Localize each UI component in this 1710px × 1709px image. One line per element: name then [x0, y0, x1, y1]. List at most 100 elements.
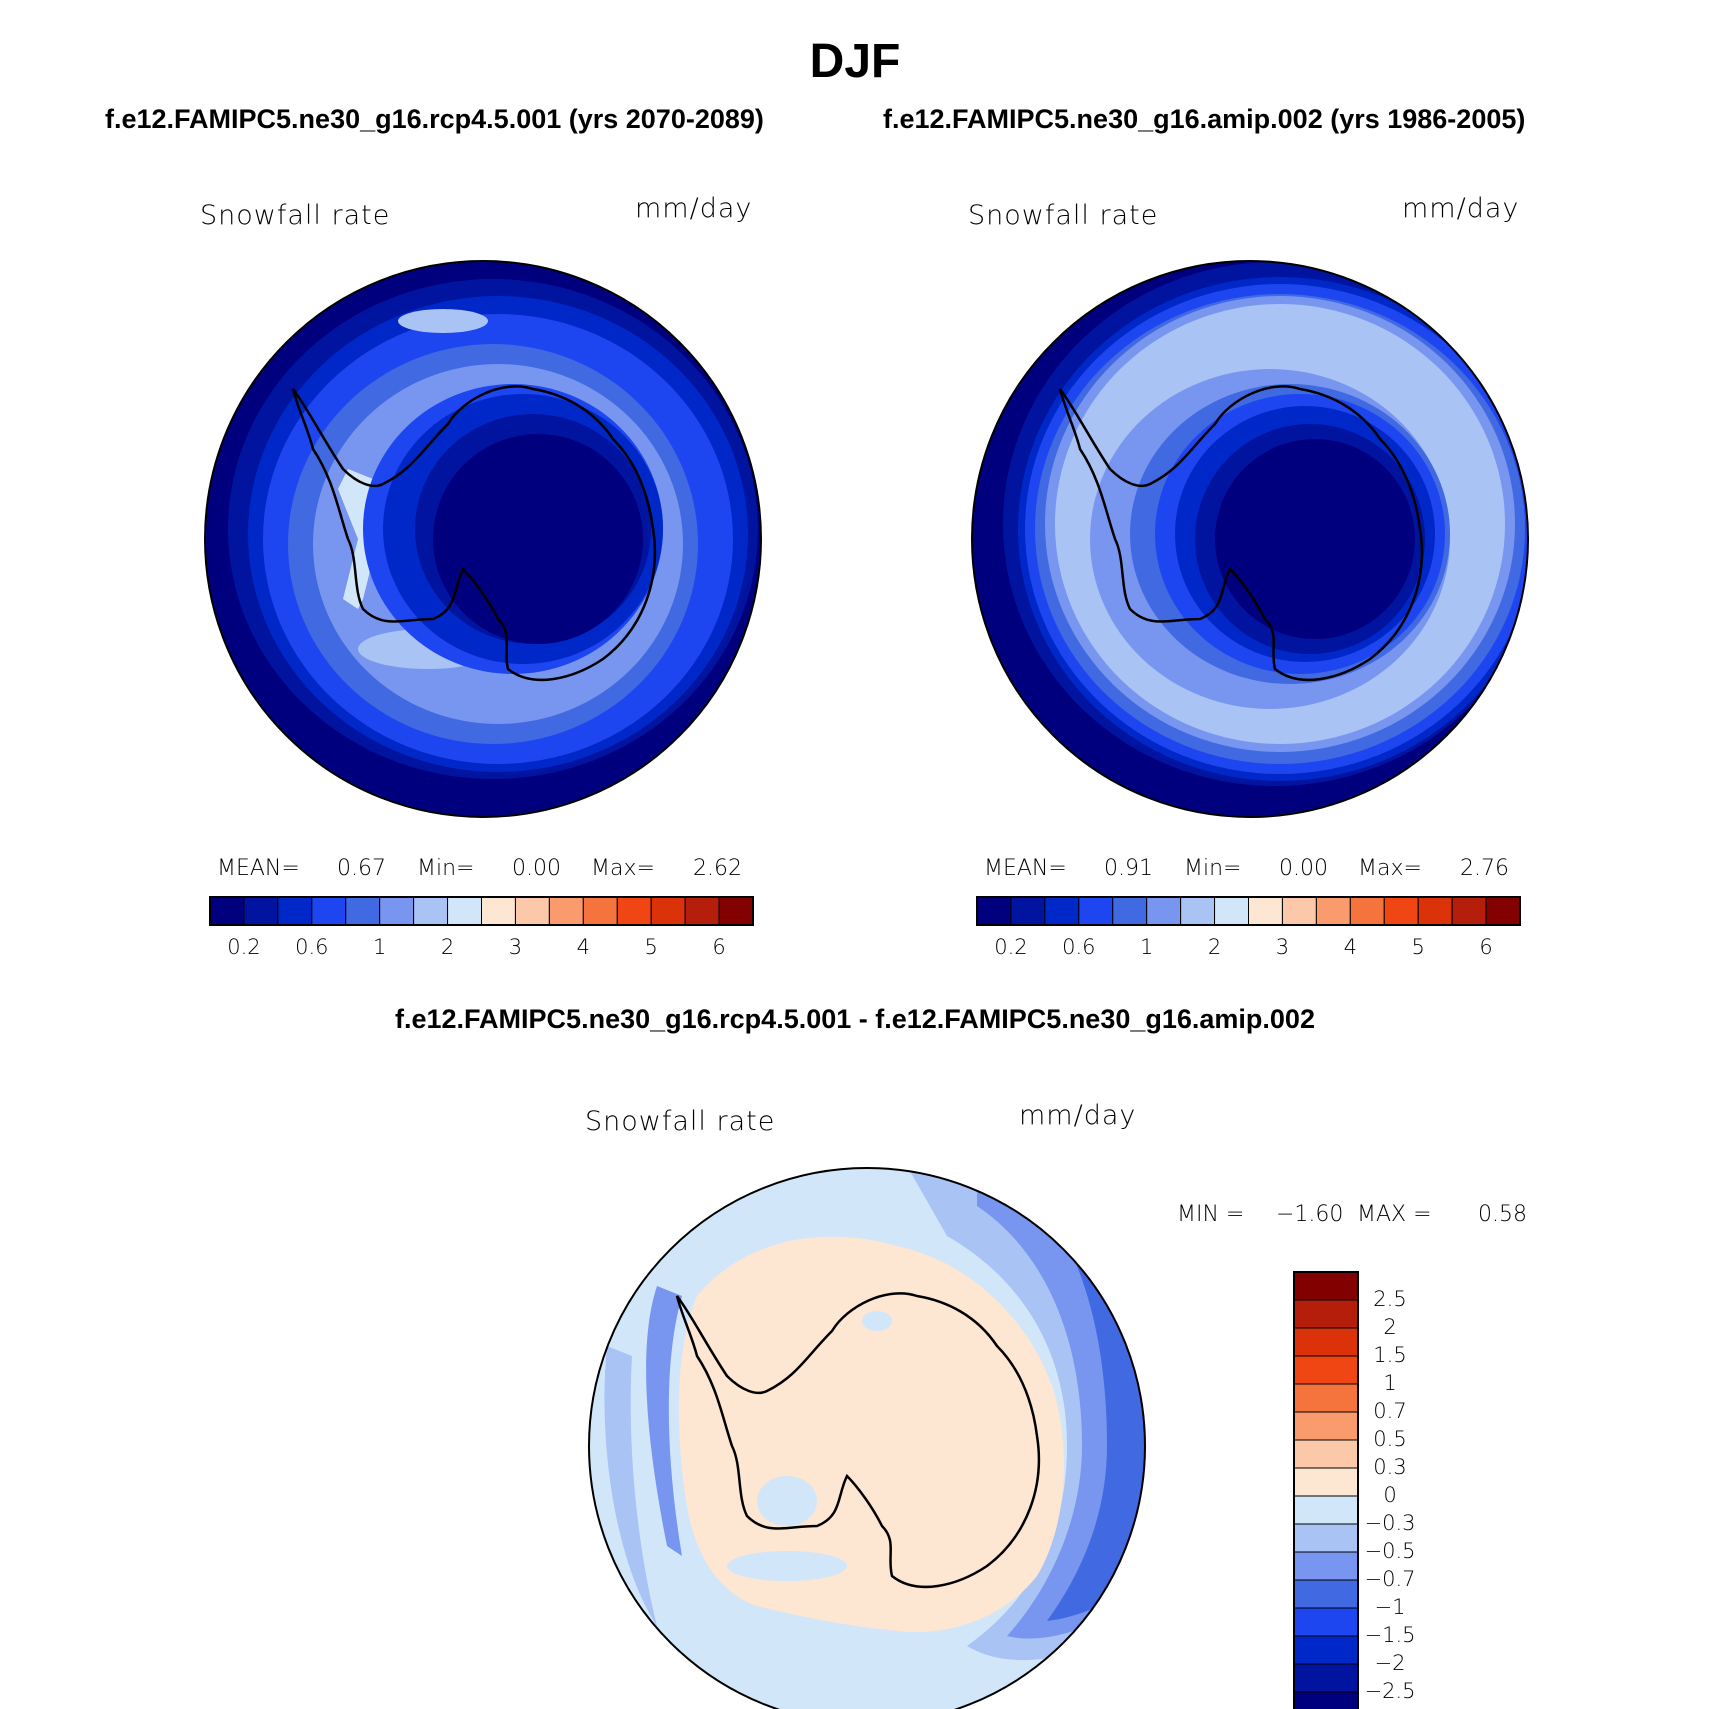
- colorbar-swatch: [1293, 1383, 1359, 1413]
- mean-value-left: 0.67: [337, 856, 386, 881]
- colorbar-swatch: [582, 896, 618, 926]
- colorbar-tick-label: −1: [1374, 1595, 1406, 1619]
- colorbar-swatch: [1349, 896, 1385, 926]
- colorbar-tick-label: 5: [644, 935, 658, 959]
- colorbar-tick-label: 0.3: [1373, 1455, 1407, 1479]
- mean-label-left: MEAN=: [217, 856, 300, 881]
- variable-label-left: Snowfall rate: [200, 200, 391, 231]
- map-fill-core: [1215, 439, 1415, 639]
- map-fill-patch: [862, 1311, 892, 1331]
- colorbar-swatch: [1214, 896, 1249, 926]
- colorbar-tick-label: 2.5: [1373, 1287, 1407, 1311]
- map-fill-patch: [398, 309, 488, 333]
- colorbar-swatch: [413, 896, 449, 926]
- colorbar-swatch: [1180, 896, 1216, 926]
- antarctica-coastline: [291, 385, 657, 682]
- colorbar-swatch: [1293, 1551, 1359, 1581]
- colorbar-tick-label: 2: [1383, 1315, 1397, 1339]
- colorbar-swatch: [1293, 1271, 1359, 1301]
- colorbar-tick-label: −0.7: [1364, 1567, 1416, 1591]
- min-label-right: Min=: [1184, 856, 1242, 881]
- colorbar-border: [976, 896, 1521, 926]
- max-label-left: Max=: [591, 856, 655, 881]
- colorbar-tick-label: −1.5: [1364, 1623, 1416, 1647]
- mean-label-right: MEAN=: [984, 856, 1067, 881]
- colorbar-tick-label: −2: [1374, 1651, 1406, 1675]
- max-label-diff: MAX =: [1357, 1202, 1432, 1227]
- colorbar-tick-label: −0.5: [1364, 1539, 1416, 1563]
- colorbar-tick-label: 0.2: [227, 935, 261, 959]
- difference-title: f.e12.FAMIPC5.ne30_g16.rcp4.5.001 - f.e1…: [395, 1004, 1315, 1034]
- map-fill-core: [433, 434, 643, 644]
- colorbar-swatch: [209, 896, 245, 926]
- units-label-left: mm/day: [635, 193, 753, 224]
- colorbar-swatch: [1417, 896, 1453, 926]
- colorbar-tick-label: 0.5: [1373, 1427, 1407, 1451]
- colorbar-swatch: [1485, 896, 1521, 926]
- max-value-left: 2.62: [693, 856, 742, 881]
- colorbar-tick-label: 0.6: [295, 935, 329, 959]
- colorbar-swatch: [1293, 1355, 1359, 1385]
- colorbar-tick-label: 0: [1383, 1483, 1397, 1507]
- colorbar-tick-label: 1: [373, 935, 387, 959]
- colorbar-swatch: [447, 896, 482, 926]
- map-fill-patch: [727, 1551, 847, 1581]
- units-label-diff: mm/day: [1019, 1100, 1137, 1131]
- map-boundary: [588, 1167, 1146, 1709]
- colorbar-tick-label: 6: [712, 935, 726, 959]
- colorbar-tick-label: 1: [1383, 1371, 1397, 1395]
- polar-map-left: [204, 260, 762, 818]
- colorbar-swatch: [514, 896, 550, 926]
- colorbar-swatch: [481, 896, 516, 926]
- min-label-diff: MIN =: [1177, 1202, 1245, 1227]
- polar-map-diff: [588, 1167, 1146, 1709]
- colorbar-swatch: [616, 896, 652, 926]
- case-title-left: f.e12.FAMIPC5.ne30_g16.rcp4.5.001 (yrs 2…: [105, 104, 764, 134]
- colorbar-swatch: [1315, 896, 1351, 926]
- map-fill-positive: [678, 1236, 1064, 1633]
- map-boundary: [204, 260, 762, 818]
- colorbar-tick-label: 4: [576, 935, 590, 959]
- colorbar-diff: [1293, 1271, 1359, 1709]
- colorbar-swatch: [1293, 1439, 1359, 1469]
- colorbar-swatch: [1383, 896, 1419, 926]
- colorbar-swatch: [345, 896, 381, 926]
- colorbar-swatch: [684, 896, 720, 926]
- colorbar-tick-label: 0.2: [994, 935, 1028, 959]
- colorbar-swatch: [1044, 896, 1080, 926]
- max-label-right: Max=: [1358, 856, 1422, 881]
- colorbar-swatch: [1281, 896, 1317, 926]
- variable-label-diff: Snowfall rate: [585, 1106, 776, 1137]
- colorbar-tick-label: 5: [1411, 935, 1425, 959]
- case-title-right: f.e12.FAMIPC5.ne30_g16.amip.002 (yrs 198…: [883, 104, 1526, 134]
- max-value-diff: 0.58: [1478, 1202, 1527, 1227]
- colorbar-swatch: [1451, 896, 1487, 926]
- colorbar-tick-label: −0.3: [1364, 1511, 1416, 1535]
- colorbar-swatch: [277, 896, 313, 926]
- map-fill-patch: [646, 1286, 682, 1556]
- map-fill-patch: [604, 1346, 657, 1626]
- colorbar-right: [976, 896, 1521, 926]
- colorbar-swatch: [1293, 1663, 1359, 1693]
- colorbar-swatch: [1146, 896, 1182, 926]
- colorbar-border: [1293, 1271, 1359, 1709]
- antarctica-coastline: [675, 1292, 1041, 1589]
- colorbar-swatch: [1112, 896, 1148, 926]
- colorbar-swatch: [548, 896, 584, 926]
- colorbar-swatch: [379, 896, 415, 926]
- variable-label-right: Snowfall rate: [968, 200, 1159, 231]
- colorbar-swatch: [1293, 1467, 1359, 1497]
- colorbar-swatch: [1078, 896, 1114, 926]
- colorbar-swatch: [1293, 1579, 1359, 1609]
- map-boundary: [971, 260, 1529, 818]
- colorbar-swatch: [1293, 1691, 1359, 1709]
- units-label-right: mm/day: [1402, 193, 1520, 224]
- max-value-right: 2.76: [1460, 856, 1509, 881]
- colorbar-swatch: [1293, 1607, 1359, 1637]
- mean-value-right: 0.91: [1104, 856, 1153, 881]
- colorbar-tick-label: 1: [1140, 935, 1154, 959]
- colorbar-swatch: [243, 896, 279, 926]
- colorbar-swatch: [1293, 1327, 1359, 1357]
- colorbar-swatch: [1248, 896, 1283, 926]
